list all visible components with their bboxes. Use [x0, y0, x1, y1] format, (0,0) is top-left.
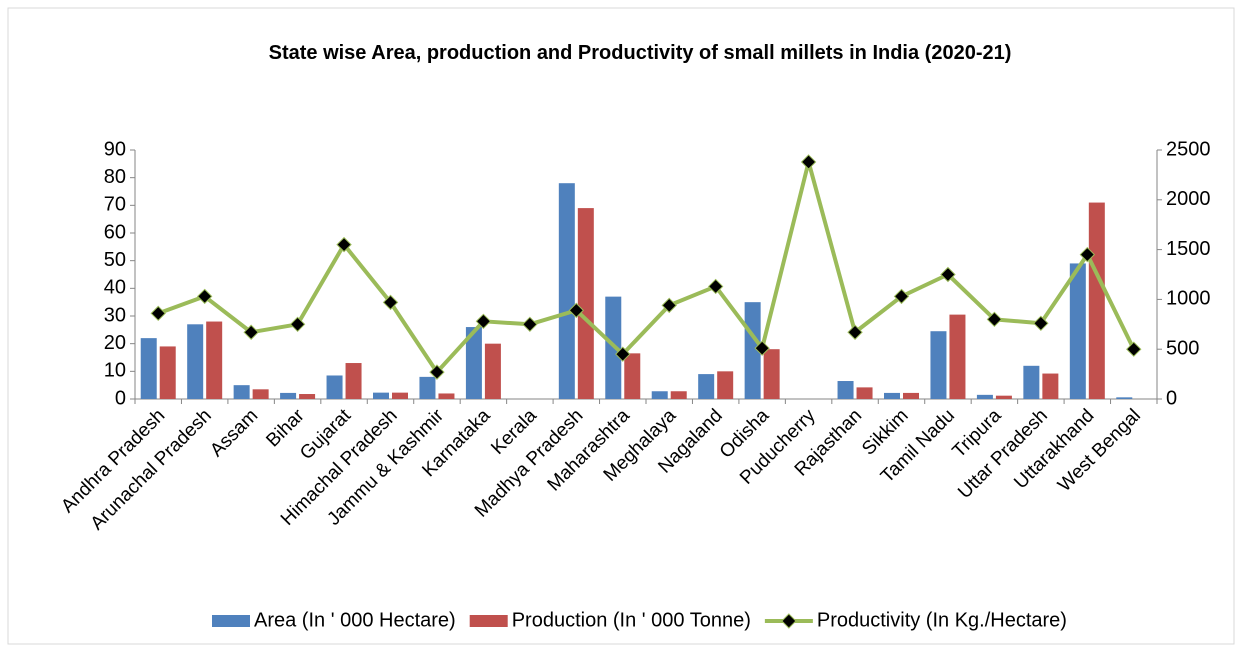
bar [438, 393, 455, 399]
bar [1116, 397, 1133, 399]
y2-tick-label: 1000 [1166, 288, 1211, 310]
bar [1023, 365, 1040, 399]
bar [252, 389, 269, 399]
bar [837, 381, 854, 399]
marker [754, 340, 770, 356]
legend-swatch [212, 615, 250, 627]
y2-tick-label: 500 [1166, 337, 1199, 359]
bar [624, 353, 641, 399]
marker [1033, 315, 1049, 332]
bar [465, 327, 482, 399]
bar [558, 183, 575, 399]
marker [243, 324, 259, 340]
bar [577, 208, 594, 399]
bar [651, 391, 668, 399]
bar [419, 376, 436, 399]
bar [763, 349, 780, 399]
legend-label: Area (In ' 000 Hectare) [254, 609, 456, 631]
bar [140, 338, 157, 399]
bar [345, 363, 362, 399]
y-tick-label: 20 [104, 332, 126, 354]
bar [326, 375, 343, 399]
bar [670, 391, 687, 399]
bar [233, 385, 250, 399]
marker [893, 288, 910, 305]
bar [392, 392, 408, 399]
marker [707, 278, 724, 295]
bar [698, 374, 715, 399]
bar [744, 302, 761, 399]
marker [429, 364, 445, 380]
chart-border [7, 7, 1235, 645]
legend-label: Productivity (In Kg./Hectare) [817, 609, 1067, 631]
marker [522, 316, 538, 333]
y-tick-label: 0 [115, 387, 126, 409]
marker [196, 288, 213, 305]
line [157, 159, 1136, 375]
y-tick-label: 60 [104, 221, 126, 243]
marker [568, 302, 585, 319]
marker [150, 305, 166, 322]
marker [1126, 341, 1142, 357]
marker [986, 311, 1003, 328]
y2-tick-label: 2500 [1166, 138, 1211, 160]
y2-tick-label: 1500 [1166, 238, 1211, 260]
marker [847, 324, 863, 340]
bar [884, 392, 900, 399]
marker [289, 316, 306, 333]
bar [995, 395, 1012, 399]
marker [615, 346, 631, 362]
legend-swatch [469, 615, 508, 627]
y-tick-label: 80 [104, 166, 126, 188]
bar [373, 392, 389, 399]
bar [280, 392, 297, 399]
y-tick-label: 30 [104, 304, 126, 326]
bar [930, 331, 947, 399]
marker [940, 266, 956, 283]
marker [661, 297, 677, 314]
y-tick-label: 70 [104, 194, 126, 216]
bar [484, 343, 501, 399]
bar [949, 314, 966, 399]
y-tick-label: 90 [104, 138, 126, 160]
bar [1042, 373, 1059, 399]
bar [206, 321, 223, 399]
marker [800, 154, 817, 170]
bar [856, 387, 873, 399]
marker [382, 294, 399, 311]
y2-tick-label: 2000 [1166, 188, 1211, 210]
bar [187, 324, 204, 399]
legend-label: Production (In ' 000 Tonne) [512, 609, 751, 631]
marker [475, 313, 492, 330]
y-tick-label: 40 [104, 277, 126, 299]
bar [159, 346, 176, 399]
chart-title: State wise Area, production and Producti… [268, 42, 1012, 64]
y-tick-label: 10 [104, 360, 126, 382]
bar [299, 394, 316, 399]
bar [1088, 202, 1105, 399]
bar [717, 371, 734, 399]
bar [903, 392, 919, 399]
x-tick-label: Assam [206, 405, 262, 461]
bar [976, 394, 993, 399]
legend-marker [781, 613, 797, 629]
bar [1069, 263, 1086, 399]
y-tick-label: 50 [104, 249, 126, 271]
marker [336, 236, 352, 253]
marker [1079, 246, 1096, 263]
y2-tick-label: 0 [1166, 387, 1177, 409]
